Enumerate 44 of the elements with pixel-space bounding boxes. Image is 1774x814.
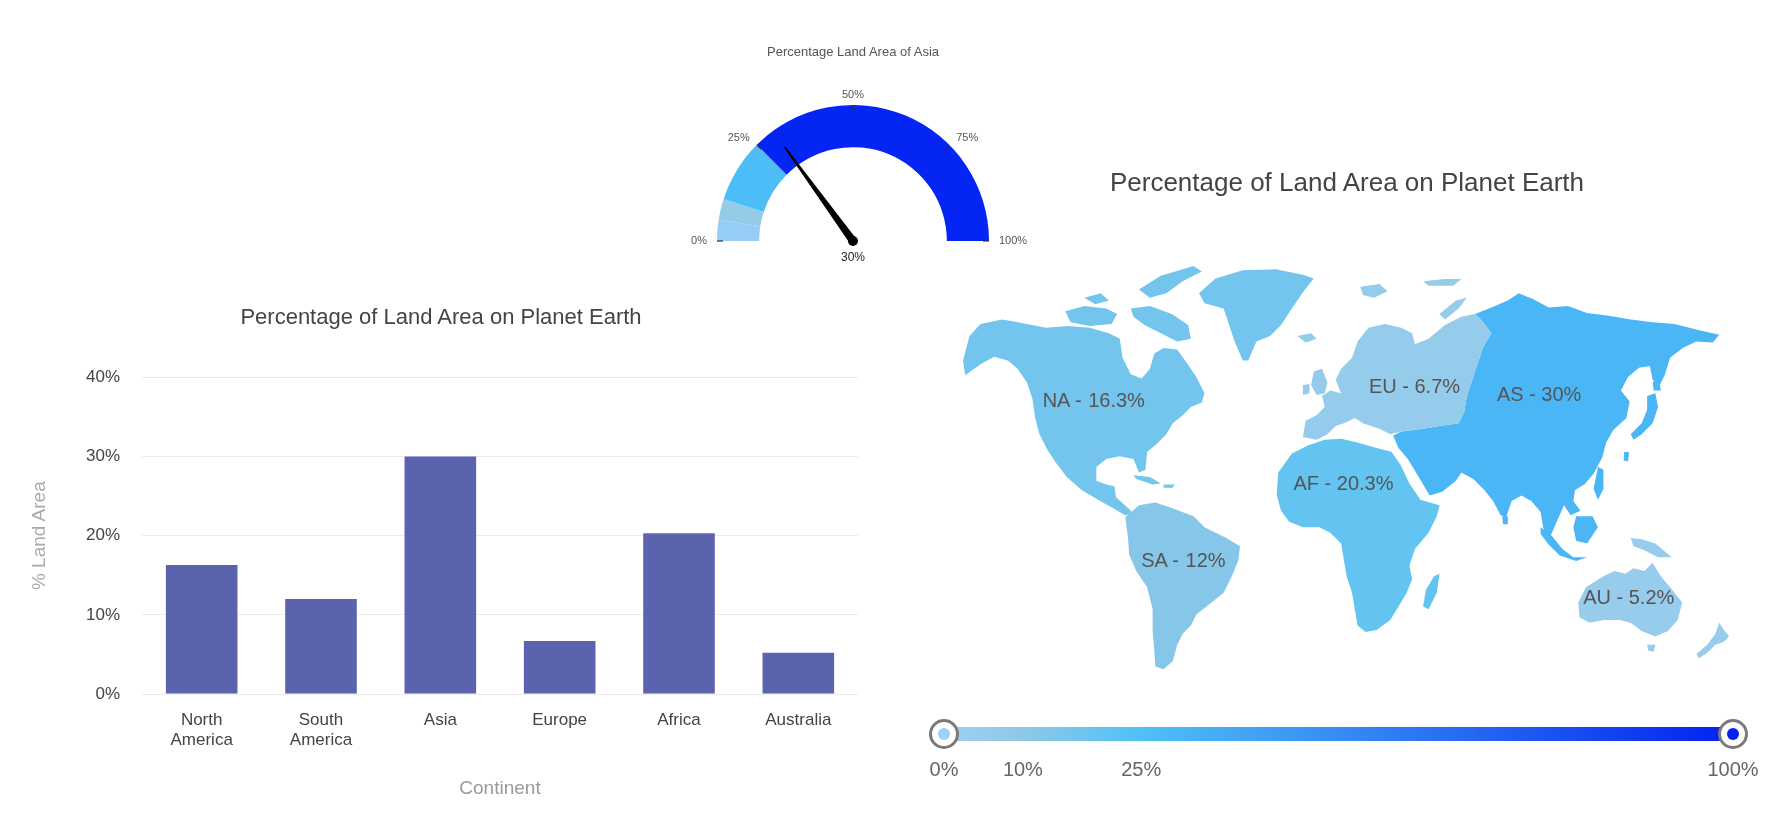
category-label: NA -: [1042, 388, 1082, 411]
data-label: 12%: [1185, 548, 1226, 571]
chart-title: Percentage of Land Area on Planet Earth: [240, 304, 642, 330]
text: 10%: [1002, 758, 1044, 780]
y-axis-title: % Land Area: [27, 480, 49, 591]
y-tick-label: 40%: [85, 367, 120, 387]
y-tick-label: 30%: [85, 446, 120, 466]
y-tick-label: 20%: [85, 525, 120, 545]
x-tick-label: Europe: [532, 709, 588, 729]
text: 30%: [840, 250, 866, 265]
category-label: AS -: [1496, 383, 1536, 406]
category-label: AF -: [1293, 472, 1332, 495]
category-label: SA -: [1141, 548, 1179, 571]
bar: [523, 640, 596, 694]
bar: [165, 564, 238, 694]
x-tick-label: Africa: [657, 709, 702, 729]
text: 0%: [691, 234, 708, 247]
x-tick-label: North America: [170, 709, 234, 750]
category-label: EU -: [1368, 375, 1409, 398]
y-tick-label: 10%: [85, 604, 120, 624]
text: 25%: [727, 130, 750, 143]
data-label: 16.3%: [1088, 388, 1146, 411]
data-label: 6.7%: [1414, 375, 1461, 398]
text: 25%: [1121, 758, 1162, 780]
text: 100%: [1707, 758, 1759, 780]
bar: [404, 456, 477, 694]
text: 50%: [841, 88, 865, 101]
text: 75%: [956, 130, 979, 143]
bar: [643, 533, 715, 694]
category-label: AU -: [1583, 585, 1624, 608]
data-label: 5.2%: [1628, 585, 1675, 608]
data-label: 30%: [1541, 383, 1582, 406]
text: 0%: [929, 758, 959, 780]
y-tick-label: 0%: [95, 683, 120, 703]
x-tick-label: South America: [289, 709, 353, 750]
x-axis-title: Continent: [459, 776, 542, 798]
text: 100%: [999, 234, 1028, 247]
x-tick-label: Australia: [765, 709, 832, 729]
text: Percentage of Land Area on Planet Earth: [1109, 166, 1585, 197]
bar: [285, 599, 357, 694]
chart-title: Percentage Land Area of Asia: [766, 43, 940, 59]
bar: [762, 652, 835, 694]
data-label: 20.3%: [1336, 472, 1394, 495]
x-tick-label: Asia: [423, 709, 458, 729]
